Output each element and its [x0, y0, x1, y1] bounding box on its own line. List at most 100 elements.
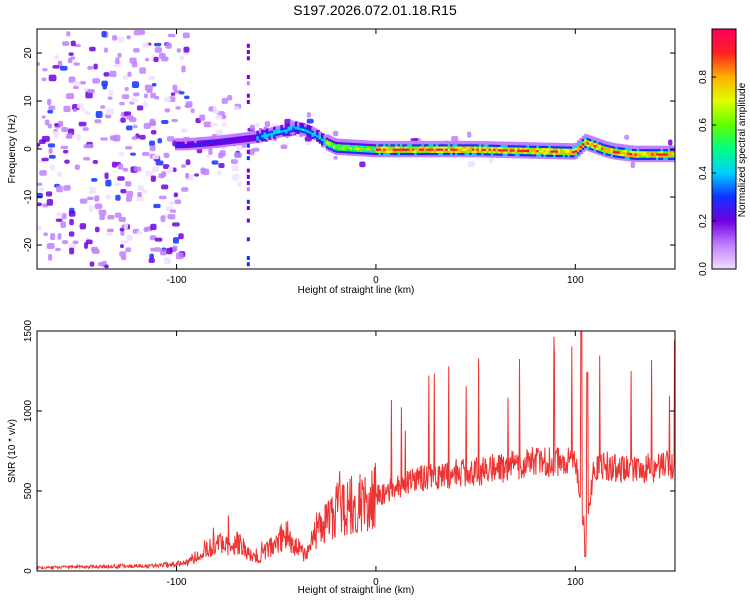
spectrogram-cell	[347, 141, 351, 145]
spectrogram-cell	[421, 147, 426, 151]
spectrogram-cell	[232, 174, 240, 181]
spectrogram-cell	[579, 150, 583, 155]
spectrogram-cell	[488, 154, 493, 158]
spectrogram-cell	[545, 153, 550, 157]
spectrogram-cell	[521, 144, 526, 148]
spectrogram-cell	[289, 124, 294, 129]
spectrogram-cell	[48, 74, 57, 82]
spectrogram-cell	[263, 133, 268, 137]
spectrogram-cell	[318, 133, 323, 138]
spectrogram-cell	[466, 153, 471, 158]
spectrogram-cell	[670, 154, 674, 158]
spectrogram-cell	[376, 140, 380, 145]
spectrogram-cell	[254, 135, 258, 139]
spectrogram-cell	[328, 139, 332, 144]
spectrogram-cell	[246, 43, 250, 48]
spectrogram-cell	[435, 143, 440, 147]
spectrogram-cell	[234, 139, 239, 144]
spectrogram-cell	[553, 147, 557, 151]
spectrogram-cell	[536, 148, 540, 153]
spectrogram-cell	[498, 154, 502, 158]
spectrogram-cell	[610, 144, 615, 149]
spectrogram-cell	[385, 149, 390, 153]
spectrogram-cell	[514, 148, 519, 152]
spectrogram-cell	[371, 153, 375, 158]
spectrogram-cell	[211, 160, 219, 165]
spectrogram-cell	[212, 106, 218, 112]
spectrogram-cell	[254, 131, 258, 135]
spectrogram-cell	[603, 147, 607, 151]
spectrogram-cell	[605, 154, 610, 158]
spectrogram-cell	[500, 145, 505, 150]
spectrogram-cell	[423, 153, 428, 158]
spectrogram-cell	[258, 132, 263, 136]
spectrogram-cell	[203, 121, 212, 128]
spectrogram-cell	[392, 145, 397, 149]
spectrogram-cell	[615, 145, 619, 150]
spectrogram-cell	[230, 138, 234, 142]
spectrogram-cell	[225, 134, 229, 139]
spectrogram-cell	[591, 149, 595, 153]
spectrogram-cell	[47, 143, 56, 148]
spectrogram-cell	[313, 130, 318, 134]
spectrogram-cell	[510, 143, 514, 148]
spectrogram-cell	[567, 156, 572, 160]
spectrogram-cell	[435, 153, 440, 158]
spectrogram-cell	[581, 148, 586, 152]
spectrogram-cell	[248, 149, 255, 156]
spectrogram-cell	[557, 142, 562, 147]
spectrogram-cell	[632, 154, 636, 158]
spectrogram-cell	[131, 136, 138, 140]
spectrogram-cell	[667, 150, 672, 154]
spectrogram-cell	[411, 147, 416, 151]
spectrogram-cell	[59, 65, 68, 71]
spectrogram-cell	[47, 109, 54, 114]
spectrogram-cell	[352, 139, 356, 143]
spectrogram-cell	[557, 149, 562, 153]
spectrogram-cell	[45, 191, 53, 197]
spectrogram-cell	[106, 108, 114, 116]
spectrogram-cell	[632, 145, 636, 149]
spectrogram-cell	[48, 105, 56, 111]
spectrogram-cell	[368, 147, 373, 151]
spectrogram-cell	[588, 135, 593, 139]
spectrogram-cell	[140, 29, 146, 35]
spectrogram-cell	[490, 141, 495, 145]
spectrogram-cell	[177, 144, 182, 149]
spectrogram-cell	[88, 205, 94, 213]
spectrogram-cell	[464, 140, 469, 145]
spectrogram-cell	[655, 154, 660, 158]
spectrogram-cell	[577, 148, 581, 153]
spectrogram-cell	[593, 148, 598, 152]
spectrogram-cell	[277, 129, 282, 134]
spectrogram-cell	[44, 119, 50, 126]
spectrogram-cell	[395, 140, 399, 145]
spectrogram-cell	[512, 148, 517, 152]
spectrogram-cell	[149, 253, 155, 260]
spectrogram-cell	[187, 142, 191, 146]
spectrogram-cell	[387, 145, 392, 149]
spectrogram-cell	[244, 136, 249, 141]
spectrogram-cell	[505, 152, 509, 156]
spectrogram-cell	[502, 148, 507, 152]
spectrogram-cell	[239, 135, 244, 139]
spectrogram-cell	[402, 147, 406, 151]
spectrogram-cell	[648, 147, 653, 152]
spectrogram-cell	[670, 156, 674, 160]
spectrogram-cell	[125, 196, 132, 202]
spectrogram-cell	[502, 152, 507, 156]
spectrogram-cell	[481, 151, 485, 156]
spectrogram-cell	[373, 143, 378, 147]
spectrogram-cell	[175, 140, 179, 144]
spectrogram-cell	[392, 140, 397, 145]
spectrogram-cell	[567, 145, 572, 149]
spectrogram-cell	[519, 144, 524, 148]
spectrogram-cell	[663, 158, 667, 163]
spectrogram-cell	[107, 215, 115, 220]
spectrogram-cell	[125, 181, 132, 187]
spectrogram-cell	[533, 142, 538, 146]
spectrogram-cell	[462, 147, 466, 151]
spectrogram-cell	[366, 151, 371, 155]
spectrogram-cell	[218, 139, 222, 144]
spectrogram-cell	[126, 35, 131, 40]
